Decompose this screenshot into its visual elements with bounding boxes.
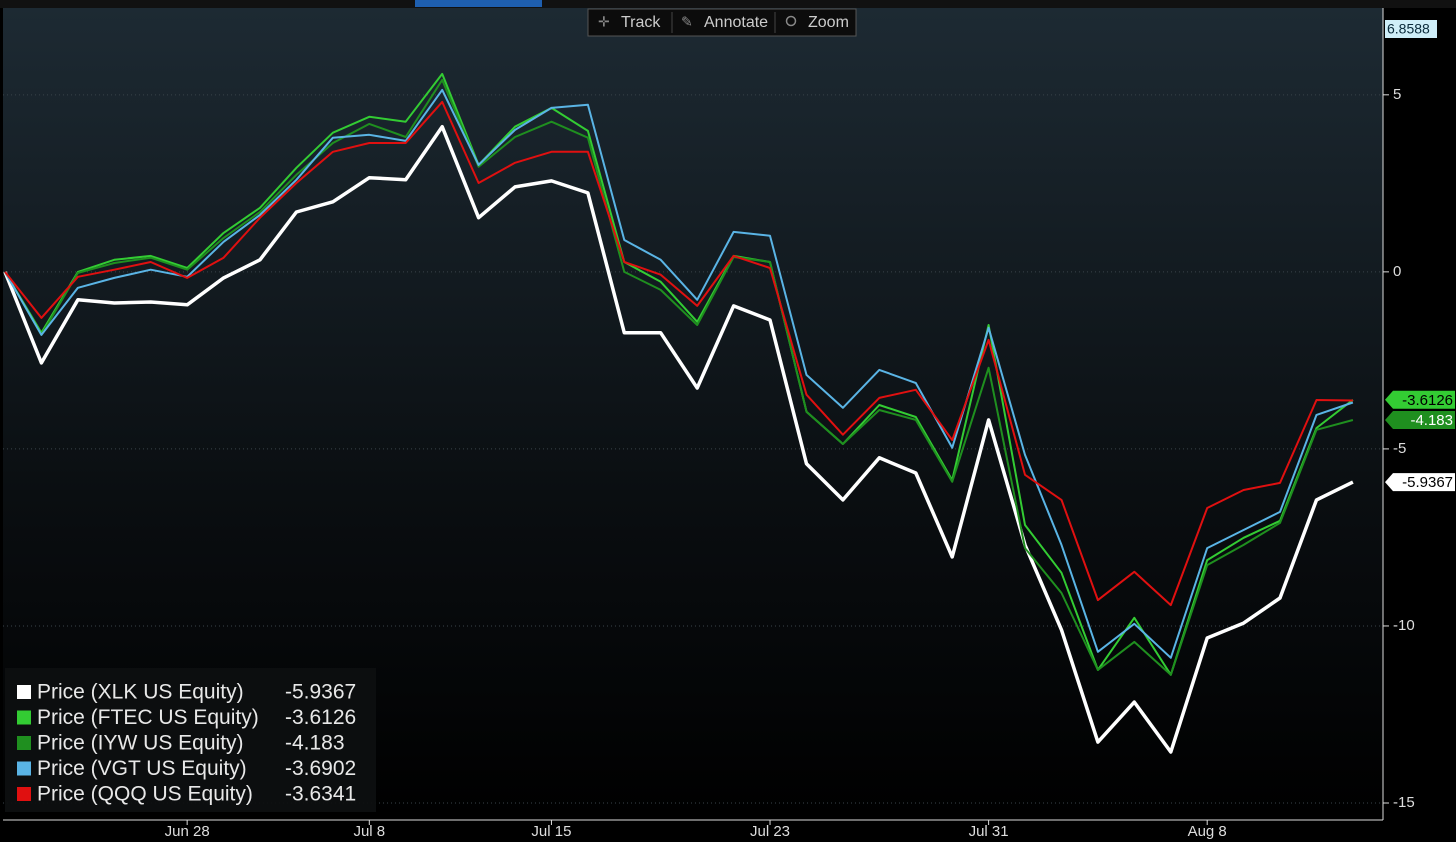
value-tag-label: -5.9367 — [1402, 474, 1453, 491]
series-line — [4, 100, 1353, 607]
value-tag-label: -3.6126 — [1402, 392, 1453, 409]
y-tick-label: -10 — [1393, 617, 1415, 634]
value-tag-label: -4.183 — [1410, 412, 1453, 429]
legend-swatch — [17, 685, 31, 699]
active-tab[interactable] — [415, 0, 542, 7]
toolbar-button[interactable]: Annotate — [704, 14, 768, 31]
legend-value: -3.6902 — [285, 757, 356, 780]
value-tag — [1385, 410, 1455, 429]
y-tick-label: 0 — [1393, 263, 1401, 280]
legend-swatch — [17, 787, 31, 801]
legend-value: -5.9367 — [285, 681, 356, 704]
x-tick-label: Jul 23 — [750, 823, 790, 840]
series-line — [4, 72, 1354, 676]
top-bar — [0, 0, 1456, 8]
legend-label: Price (IYW US Equity) — [37, 732, 244, 755]
series-line — [3, 124, 1354, 754]
zoom-icon — [785, 15, 797, 27]
track-icon: ✛ — [598, 14, 610, 30]
x-tick-label: Jul 15 — [531, 823, 571, 840]
x-tick-label: Jul 8 — [353, 823, 385, 840]
series-line — [4, 88, 1354, 659]
value-tag — [1385, 473, 1455, 492]
series-line — [4, 78, 1354, 676]
legend-label: Price (VGT US Equity) — [37, 757, 247, 780]
x-tick-label: Jul 31 — [969, 823, 1009, 840]
legend-swatch — [17, 736, 31, 750]
axis-top-tag — [1385, 20, 1437, 38]
y-tick-label: -5 — [1393, 440, 1406, 457]
toolbar-button[interactable]: Zoom — [808, 14, 849, 31]
axis-top-label: 6.8588 — [1387, 21, 1430, 37]
toolbar-box — [587, 8, 857, 37]
legend-label: Price (FTEC US Equity) — [37, 706, 259, 729]
legend-swatch — [17, 710, 31, 725]
annotate-icon: ✎ — [681, 14, 693, 30]
value-tag — [1385, 390, 1455, 409]
legend-box — [5, 668, 376, 812]
x-tick-label: Jun 28 — [165, 823, 210, 840]
legend-label: Price (QQQ US Equity) — [37, 783, 253, 806]
legend-value: -3.6126 — [285, 706, 356, 729]
y-tick-label: 5 — [1393, 86, 1401, 103]
legend-swatch — [17, 761, 31, 776]
legend-label: Price (XLK US Equity) — [37, 681, 244, 704]
toolbar: ✛ Track ✎ Annotate Zoom — [587, 8, 857, 37]
legend-value: -3.6341 — [285, 783, 356, 806]
toolbar-button[interactable]: Track — [621, 14, 661, 31]
y-tick-label: -15 — [1393, 794, 1415, 811]
legend-value: -4.183 — [285, 732, 345, 755]
x-tick-label: Aug 8 — [1188, 823, 1227, 840]
